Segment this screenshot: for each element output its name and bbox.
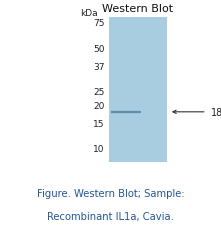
Text: 20: 20 (93, 101, 105, 110)
Text: 15: 15 (93, 119, 105, 128)
Bar (109, 18, 167, 163)
Text: 25: 25 (93, 87, 105, 96)
Text: kDa: kDa (80, 9, 98, 18)
Text: 50: 50 (93, 44, 105, 53)
Text: 18kDa: 18kDa (211, 107, 221, 117)
Text: Recombinant IL1a, Cavia.: Recombinant IL1a, Cavia. (47, 211, 174, 221)
Text: Western Blot: Western Blot (102, 4, 173, 14)
Text: 75: 75 (93, 19, 105, 28)
Text: 10: 10 (93, 144, 105, 153)
Text: 37: 37 (93, 63, 105, 72)
Text: Figure. Western Blot; Sample:: Figure. Western Blot; Sample: (37, 188, 184, 199)
